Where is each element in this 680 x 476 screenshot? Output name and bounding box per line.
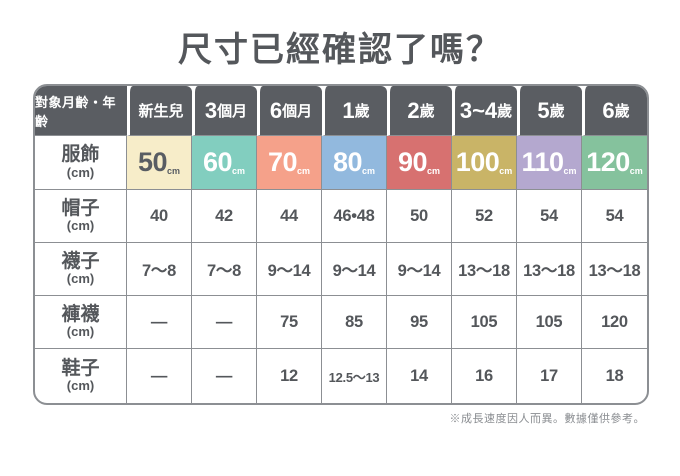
- row-label-text: 褲襪: [61, 303, 100, 325]
- size-unit: cm: [563, 165, 577, 176]
- page-title: 尺寸已經確認了嗎？: [178, 31, 502, 69]
- table-cell: 13～18: [582, 243, 647, 296]
- table-cell: —: [192, 296, 257, 349]
- size-value: 120: [586, 147, 630, 177]
- table-cell: 9～14: [257, 243, 322, 296]
- row-label-text: 襪子: [61, 250, 100, 272]
- size-cell-50: 50 cm: [127, 136, 192, 190]
- row-label-clothing: 服飾 (cm): [35, 136, 127, 190]
- row-label-unit: (cm): [66, 218, 95, 234]
- size-cell-110: 110 cm: [517, 136, 582, 190]
- size-cell-70: 70 cm: [257, 136, 322, 190]
- column-header-number: 2: [407, 97, 420, 123]
- table-cell: —: [127, 296, 192, 349]
- corner-header: 對象月齡・年齡: [35, 86, 127, 136]
- size-unit: cm: [499, 165, 513, 176]
- size-value: 80: [332, 147, 363, 177]
- table-cell: —: [192, 349, 257, 403]
- size-cell-80: 80 cm: [322, 136, 387, 190]
- column-header-6m: 6 個月: [257, 86, 322, 136]
- row-label-text: 服飾: [61, 144, 100, 166]
- size-value: 50: [137, 147, 168, 177]
- table-cell: 7～8: [192, 243, 257, 296]
- column-header-number: 3: [204, 97, 218, 123]
- row-label-unit: (cm): [66, 378, 95, 394]
- column-header-3-4y: 3~4 歲: [452, 86, 517, 136]
- table-cell: 18: [605, 366, 624, 385]
- table-cell: 13～18: [517, 243, 582, 296]
- size-cell-60: 60 cm: [192, 136, 257, 190]
- table-cell: 17: [517, 349, 582, 403]
- row-label-tights: 褲襪 (cm): [35, 296, 127, 349]
- column-header-3m: 3 個月: [192, 86, 257, 136]
- size-value: 60: [202, 147, 233, 177]
- size-unit: cm: [232, 165, 246, 176]
- table-cell: 40: [127, 190, 192, 243]
- size-cell-120: 120 cm: [582, 136, 647, 190]
- table-cell: 54: [517, 190, 582, 243]
- column-header-number: 6: [602, 97, 615, 123]
- table-cell: 85: [322, 296, 387, 349]
- size-unit: cm: [629, 165, 643, 176]
- column-header-number: 6: [269, 97, 283, 123]
- table-cell: 75: [257, 296, 322, 349]
- row-label-unit: (cm): [66, 324, 95, 340]
- row-label-unit: (cm): [66, 164, 95, 180]
- table-cell: 54: [582, 190, 647, 243]
- column-header-unit: 歲: [614, 103, 630, 120]
- column-header-newborn: 新生兒: [127, 86, 192, 136]
- table-cell: 105: [452, 296, 517, 349]
- table-cell: 46•48: [322, 190, 387, 243]
- size-unit: cm: [297, 165, 311, 176]
- size-unit: cm: [427, 165, 441, 176]
- row-label-text: 鞋子: [61, 357, 100, 379]
- size-unit: cm: [362, 165, 376, 176]
- table-cell: 12: [257, 349, 322, 403]
- table-cell: 120: [582, 296, 647, 349]
- row-label-socks: 襪子 (cm): [35, 243, 127, 296]
- column-header-unit: 歲: [354, 103, 370, 120]
- table-cell: 12.5～13: [322, 349, 387, 403]
- size-value: 110: [521, 147, 564, 177]
- table-cell: 50: [387, 190, 452, 243]
- row-label-text: 帽子: [61, 197, 100, 219]
- column-header-unit: 新生兒: [138, 103, 184, 120]
- column-header-unit: 個月: [282, 103, 313, 120]
- table-cell: —: [127, 349, 192, 403]
- table-cell: 42: [192, 190, 257, 243]
- table-cell: 95: [387, 296, 452, 349]
- column-header-unit: 個月: [217, 103, 248, 120]
- size-value: 100: [455, 147, 500, 177]
- table-cell: 9～14: [387, 243, 452, 296]
- table-cell: 44: [257, 190, 322, 243]
- column-header-number: 1: [342, 97, 355, 123]
- table-cell: 16: [452, 349, 517, 403]
- column-header-unit: 歲: [549, 103, 565, 120]
- column-header-number: 5: [537, 97, 550, 123]
- table-cell: 14: [387, 349, 452, 403]
- row-label-hat: 帽子 (cm): [35, 190, 127, 243]
- column-header-number: 3~4: [459, 97, 498, 123]
- table-cell: 7～8: [127, 243, 192, 296]
- table-cell: 9～14: [322, 243, 387, 296]
- size-cell-100: 100 cm: [452, 136, 517, 190]
- size-value: 90: [397, 147, 428, 177]
- row-label-unit: (cm): [66, 271, 95, 287]
- row-label-shoes: 鞋子 (cm): [35, 349, 127, 403]
- size-unit: cm: [167, 165, 181, 176]
- size-cell-90: 90 cm: [387, 136, 452, 190]
- table-cell: 52: [452, 190, 517, 243]
- footnote: ※成長速度因人而異。數據僅供參考。: [449, 413, 645, 425]
- table-cell: 13～18: [452, 243, 517, 296]
- column-header-unit: 歲: [497, 103, 513, 120]
- column-header-unit: 歲: [419, 103, 435, 120]
- size-value: 70: [267, 147, 298, 177]
- table-cell: 105: [517, 296, 582, 349]
